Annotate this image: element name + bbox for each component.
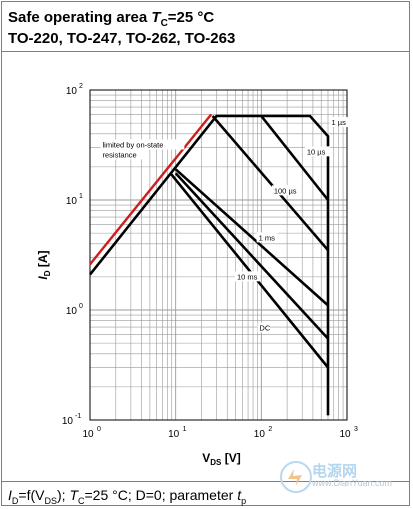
soa-curve-DC	[169, 172, 330, 369]
x-tick-exponent: 3	[354, 426, 358, 433]
y-tick-exponent: -1	[75, 413, 81, 420]
soa-curve-100-us	[211, 115, 329, 252]
soa-curve-10-us	[260, 115, 330, 201]
footer-tc: T	[69, 487, 78, 503]
y-tick-base: 10	[66, 86, 78, 97]
footer-sep: );	[56, 487, 70, 503]
y-axis-label-sub: D	[43, 270, 52, 276]
footer-tp: t	[237, 487, 242, 503]
rds-limit-line	[89, 113, 213, 266]
curve-annotation: 100 µs	[271, 185, 302, 196]
annotation-bg	[100, 149, 147, 160]
annotation-text: limited by on-state	[103, 141, 164, 150]
annotation-text: DC	[259, 324, 270, 333]
annotation-bg	[100, 139, 185, 150]
curve-annotation: 10 ms	[235, 271, 261, 282]
footer-id-sub: D	[11, 495, 19, 506]
y-axis-label: ID [A]	[36, 250, 52, 279]
annotation-bg	[257, 322, 270, 333]
annotation-bg	[271, 185, 302, 196]
annotation-bg	[329, 117, 351, 128]
x-tick-label: 10 3	[339, 426, 358, 440]
annotation-text: 10 ms	[237, 272, 258, 281]
y-tick-exponent: 2	[79, 83, 83, 90]
title-suffix: =25 °C	[167, 9, 215, 26]
annotation-text: 100 µs	[274, 186, 297, 195]
figure-title: Safe operating area TC=25 °C	[8, 9, 214, 29]
x-tick-base: 10	[254, 429, 266, 440]
x-tick-base: 10	[168, 429, 180, 440]
x-tick-base: 10	[82, 429, 94, 440]
x-tick-label: 10 2	[254, 426, 273, 440]
soa-curve-1-ms	[174, 168, 329, 307]
title-prefix: Safe operating area	[8, 9, 152, 26]
soa-curve-10-ms	[174, 172, 329, 340]
y-tick-base: 10	[66, 196, 78, 207]
footer-caption: ID=f(VDS); TC=25 °C; D=0; parameter tp	[8, 487, 246, 506]
y-tick-base: 10	[66, 306, 78, 317]
y-tick-label: 10 0	[66, 303, 83, 317]
x-axis-label-main: V	[202, 451, 210, 465]
x-tick-label: 10 0	[82, 426, 101, 440]
x-axis-label-unit: [V]	[221, 451, 240, 465]
y-axis-label-unit: [A]	[36, 250, 50, 270]
footer-func: =f(V	[18, 487, 45, 503]
annotation-bg	[235, 271, 261, 282]
y-tick-label: 10 -1	[62, 413, 81, 427]
x-tick-exponent: 1	[183, 426, 187, 433]
y-tick-label: 10 1	[66, 193, 83, 207]
footer-tc-sub: C	[78, 495, 85, 506]
footer-id: I	[8, 487, 12, 503]
y-tick-base: 10	[62, 416, 74, 427]
footer-vds-sub: DS	[44, 495, 57, 506]
footer-tp-sub: p	[241, 495, 247, 506]
x-axis-label: VDS [V]	[202, 451, 240, 467]
curve-annotation: 10 µs	[304, 146, 330, 157]
y-tick-exponent: 0	[79, 303, 83, 310]
figure-header: Safe operating area TC=25 °C TO-220, TO-…	[2, 2, 409, 52]
watermark-text: 电源网	[312, 462, 358, 480]
curve-annotation: 1 µs	[329, 117, 351, 128]
x-tick-exponent: 2	[268, 426, 272, 433]
curve-annotation: 1 ms	[256, 232, 278, 243]
annotation-text: resistance	[103, 151, 137, 160]
x-tick-label: 10 1	[168, 426, 187, 440]
y-axis-label-main: I	[36, 276, 50, 280]
y-tick-label: 10 2	[66, 83, 83, 97]
grid	[90, 90, 347, 420]
annotation-text: 10 µs	[307, 147, 326, 156]
plot-area	[89, 89, 348, 421]
figure-footer: ID=f(VDS); TC=25 °C; D=0; parameter tp	[2, 481, 409, 507]
y-tick-exponent: 1	[79, 193, 83, 200]
x-axis-label-sub: DS	[210, 458, 222, 467]
title-symbol: T	[151, 9, 161, 26]
annotation-text: 1 µs	[332, 118, 347, 127]
title-symbol-sub: C	[160, 18, 168, 29]
x-tick-base: 10	[339, 429, 351, 440]
annotation-text: 1 ms	[259, 233, 276, 242]
footer-conditions: =25 °C; D=0; parameter	[84, 487, 238, 503]
watermark-url: www.DianYuan.com	[312, 478, 393, 488]
soa-curve-1-us	[88, 114, 330, 416]
annotation-bg	[256, 232, 278, 243]
x-tick-exponent: 0	[97, 426, 101, 433]
package-list: TO-220, TO-247, TO-262, TO-263	[8, 30, 236, 47]
curve-annotation: DC	[257, 322, 271, 333]
annotation-bg	[304, 146, 330, 157]
